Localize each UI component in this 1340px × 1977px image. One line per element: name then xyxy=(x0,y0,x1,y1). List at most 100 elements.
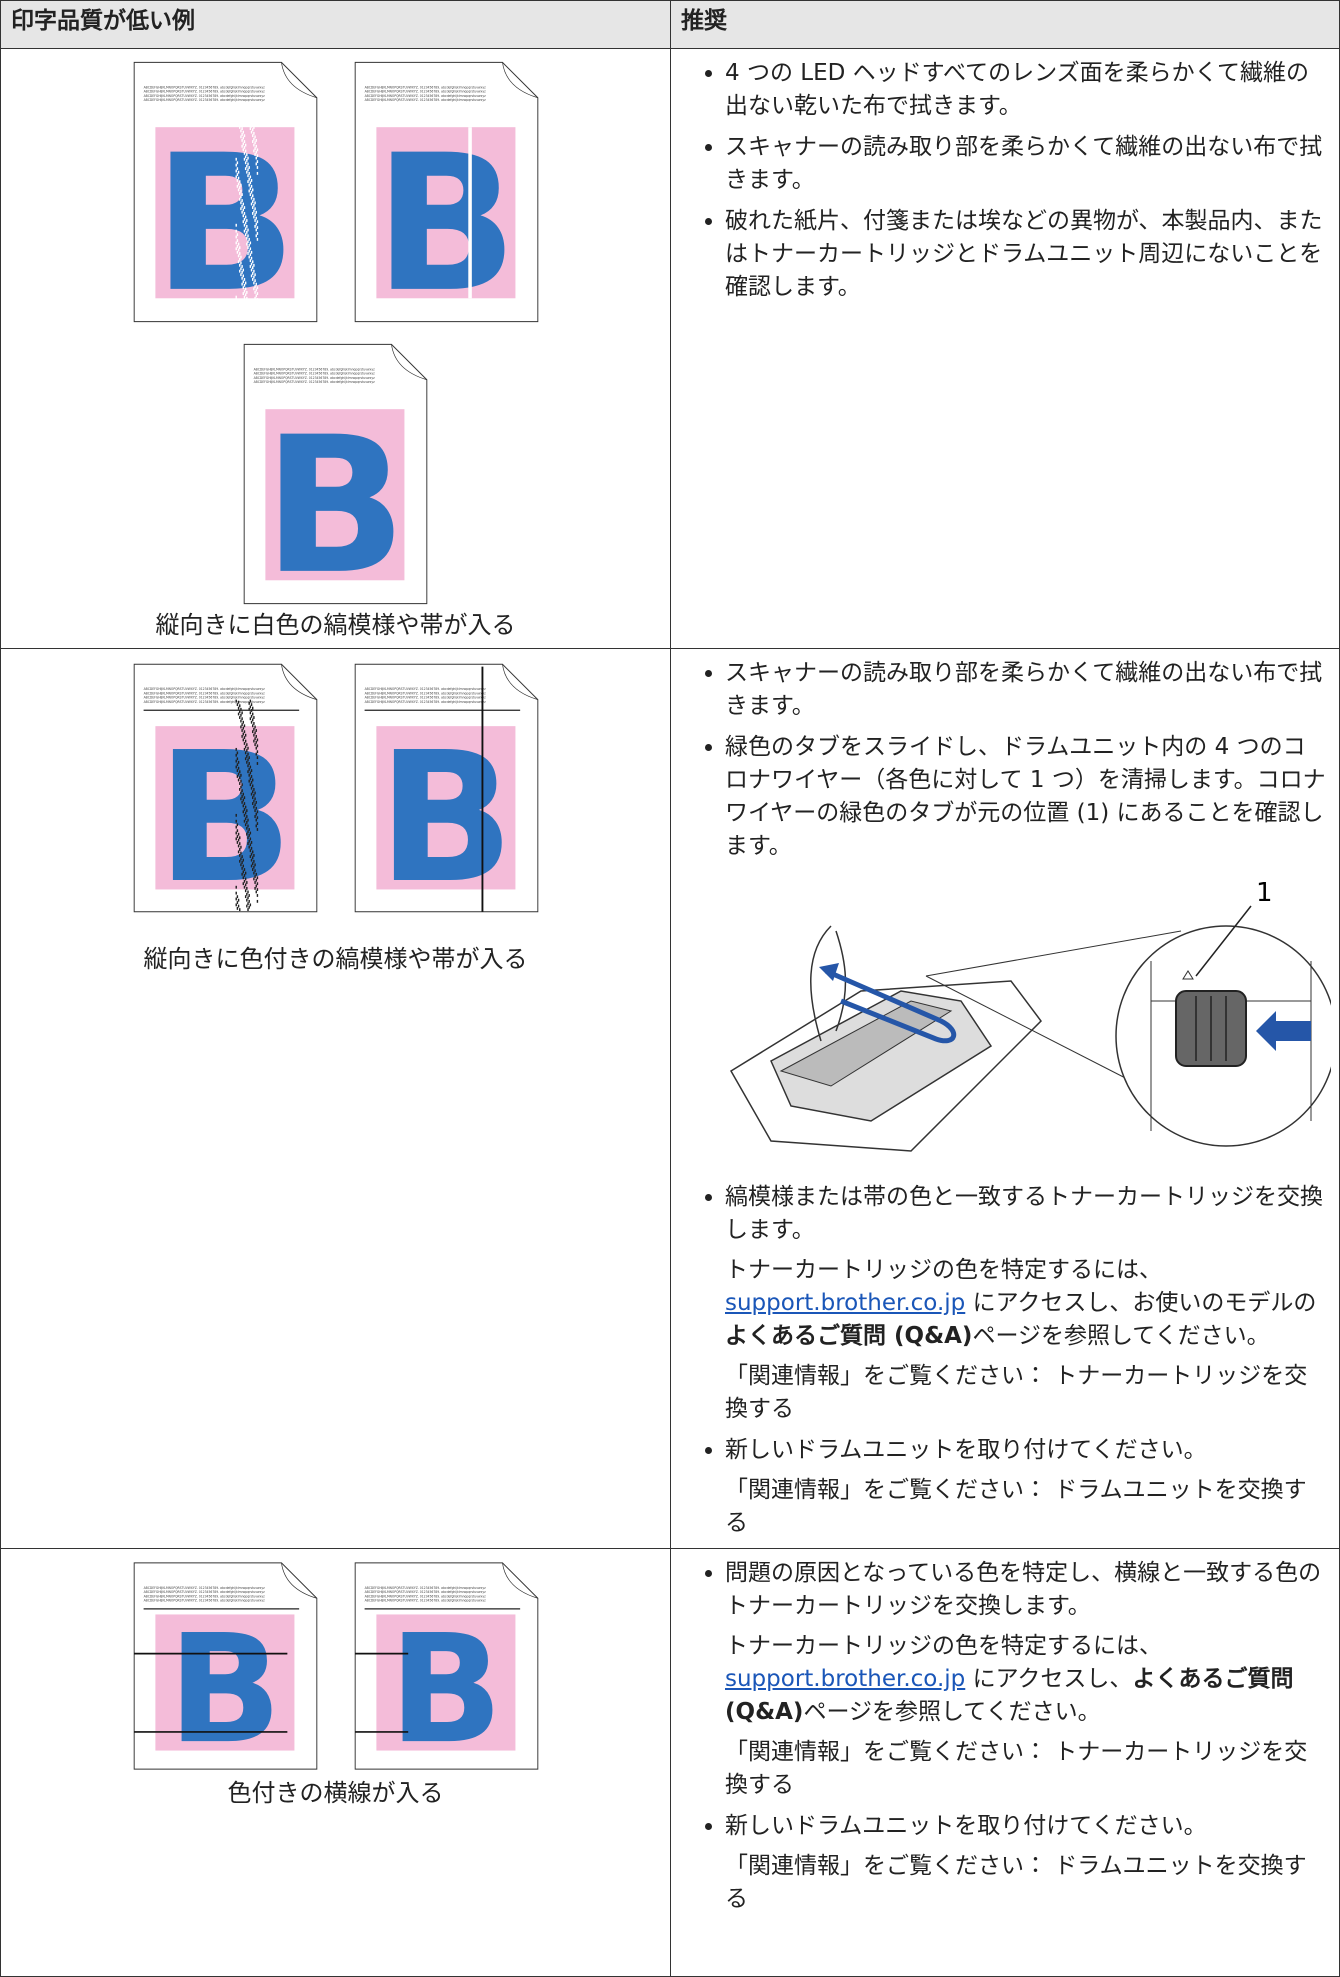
streak-dot xyxy=(238,269,240,273)
streak-dot xyxy=(242,726,244,730)
streak-dot xyxy=(247,303,250,307)
streak-dot xyxy=(243,747,245,751)
streak-dot xyxy=(245,832,248,836)
streak-dot xyxy=(250,179,252,182)
streak-dot xyxy=(251,718,253,722)
streak-dot xyxy=(247,315,250,319)
fold xyxy=(501,664,538,700)
streak-dot xyxy=(239,719,242,723)
body: 印字品質が低い例 推奨 ABCDEFGHIJKLMNOPQRSTUVWXYZ. … xyxy=(0,0,1340,1865)
streak-dot xyxy=(256,154,258,158)
streak-dot xyxy=(242,220,244,224)
streak-dot xyxy=(255,800,257,804)
streak-dot xyxy=(245,236,248,240)
page-group: ABCDEFGHIJKLMNOPQRSTUVWXYZ. 0123456789. … xyxy=(243,343,428,605)
text-span: トナーカートリッジの色を特定するには、 xyxy=(725,1257,1162,1283)
streak-dot xyxy=(255,890,257,894)
example-cell: ABCDEFGHIJKLMNOPQRSTUVWXYZ. 0123456789. … xyxy=(0,1548,671,1977)
streak-dot xyxy=(240,276,243,280)
list-item: スキャナーの読み取り部を柔らかくて繊維の出ない布で拭きます。 xyxy=(725,131,1327,197)
streak-dot xyxy=(255,734,257,738)
streak-dot xyxy=(252,137,255,141)
link[interactable]: support.brother.co.jp xyxy=(725,1666,966,1692)
streak-dot xyxy=(256,298,258,301)
streak-dot xyxy=(244,751,246,755)
sample-text: ABCDEFGHIJKLMNOPQRSTUVWXYZ. 0123456789. … xyxy=(364,85,486,89)
streak-dot xyxy=(249,127,251,131)
streak-dot xyxy=(253,797,256,801)
streak-dot xyxy=(252,871,255,875)
streak-dot xyxy=(247,255,250,259)
streak-dot xyxy=(239,791,242,795)
streak-dot xyxy=(236,907,238,910)
streak-dot xyxy=(235,235,237,239)
streak-dot xyxy=(247,762,250,765)
example-cell: ABCDEFGHIJKLMNOPQRSTUVWXYZ. 0123456789. … xyxy=(0,648,671,1549)
streak-dot xyxy=(236,901,238,904)
streak-dot xyxy=(238,788,240,791)
streak-dot xyxy=(252,263,255,267)
streak-dot xyxy=(240,282,243,286)
streak-dot xyxy=(245,820,248,824)
streak-dot xyxy=(242,268,244,272)
streak-dot xyxy=(244,877,246,881)
streak-dot xyxy=(256,756,258,760)
streak-dot xyxy=(236,895,238,899)
streak xyxy=(467,127,472,299)
example-cell: ABCDEFGHIJKLMNOPQRSTUVWXYZ. 0123456789. … xyxy=(0,48,671,649)
streak-dot xyxy=(256,166,258,169)
streak-dot xyxy=(239,863,242,867)
streak-dot xyxy=(250,786,252,790)
sample-text: ABCDEFGHIJKLMNOPQRSTUVWXYZ. 0123456789. … xyxy=(364,1594,486,1598)
streak-dot xyxy=(239,273,242,277)
streak-dot xyxy=(244,293,246,297)
streak-dot xyxy=(239,267,242,271)
streak-dot xyxy=(239,183,242,187)
streak-dot xyxy=(247,309,250,313)
streak-dot xyxy=(237,838,239,842)
streak-dot xyxy=(239,207,242,211)
paragraph: 4 つの LED ヘッドすべてのレンズ面を柔らかくて繊維の出ない乾いた布で拭きま… xyxy=(725,60,1309,119)
streak-dot xyxy=(251,790,253,794)
big-letter: B xyxy=(153,115,296,323)
streak-dot xyxy=(243,868,245,871)
streak-dot xyxy=(236,769,238,772)
streak-dot xyxy=(246,752,249,756)
streak-dot xyxy=(238,776,240,780)
streak-dot xyxy=(252,131,255,135)
streak-dot xyxy=(247,111,250,115)
sample-text: ABCDEFGHIJKLMNOPQRSTUVWXYZ. 0123456789. … xyxy=(364,687,486,691)
streak-dot xyxy=(250,841,252,844)
streak-dot xyxy=(252,805,255,809)
streak-dot xyxy=(256,876,258,880)
streak-dot xyxy=(245,749,248,752)
streak-dot xyxy=(243,217,245,221)
streak-dot xyxy=(242,798,244,802)
streak-dot xyxy=(256,816,258,820)
streak-dot xyxy=(246,312,249,316)
streak-dot xyxy=(240,144,243,148)
streak-dot xyxy=(242,292,244,295)
streak-dot xyxy=(252,143,255,147)
streak-dot xyxy=(237,308,239,312)
streak-dot xyxy=(240,121,243,125)
streak-dot xyxy=(246,896,249,900)
header-cell: 印字品質が低い例 xyxy=(0,0,671,49)
streak-dot xyxy=(251,272,253,275)
list-item: 4 つの LED ヘッドすべてのレンズ面を柔らかくて繊維の出ない乾いた布で拭きま… xyxy=(725,57,1327,123)
bold-text: よくあるご質問 (Q&A) xyxy=(725,1323,973,1349)
streak-dot xyxy=(255,228,257,232)
streak-dot xyxy=(240,723,243,727)
streak-dot xyxy=(249,121,251,125)
streak-dot xyxy=(256,237,258,241)
text-span: にアクセスし、お使いのモデルの xyxy=(965,1290,1317,1316)
streak-dot xyxy=(247,767,250,771)
streak-dot xyxy=(235,885,237,889)
streak-dot xyxy=(237,314,239,318)
streak-dot xyxy=(238,318,240,321)
streak-dot xyxy=(237,188,239,192)
list-item: スキャナーの読み取り部を柔らかくて繊維の出ない布で拭きます。 xyxy=(725,657,1327,723)
link[interactable]: support.brother.co.jp xyxy=(725,1290,966,1316)
streak-dot xyxy=(244,161,246,165)
page: print quality {"table": { "header": ["印字… xyxy=(0,0,1340,1865)
